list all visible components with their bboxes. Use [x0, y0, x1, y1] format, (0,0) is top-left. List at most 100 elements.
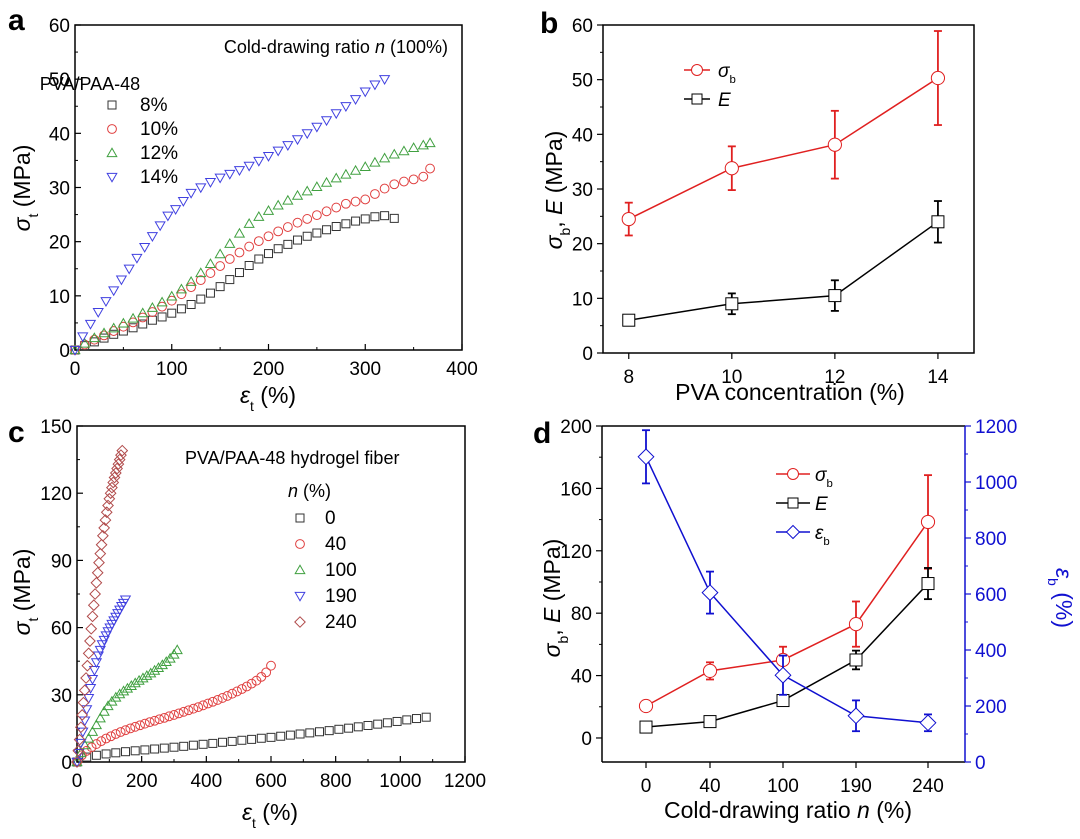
data-point	[295, 729, 305, 739]
panel-a-annotation: Cold-drawing ratio n (100%)	[224, 37, 448, 57]
data-point	[166, 295, 177, 306]
data-point	[167, 308, 177, 318]
data-point	[725, 297, 739, 311]
data-point	[121, 747, 130, 757]
data-point	[146, 301, 159, 312]
data-point	[103, 492, 116, 505]
text-part: σ	[9, 620, 35, 635]
data-point	[188, 703, 199, 714]
series-line	[628, 77, 939, 220]
data-point	[71, 757, 83, 768]
data-point	[214, 248, 226, 259]
data-point	[263, 231, 274, 242]
legend-label: 40	[325, 534, 346, 555]
legend-marker-square	[295, 513, 305, 523]
y-right-axis-title: εb (%)	[1046, 568, 1078, 628]
data-point	[224, 238, 236, 248]
data-point	[177, 196, 190, 207]
data-point	[157, 301, 167, 312]
data-point	[130, 721, 141, 732]
data-point	[76, 709, 89, 721]
legend-marker-triangle-down	[294, 591, 306, 602]
data-point	[186, 300, 196, 309]
data-point	[227, 688, 238, 699]
legend-marker-triangle-up	[294, 564, 306, 575]
data-point	[919, 714, 937, 732]
text-part: (%)	[256, 799, 298, 825]
data-point	[244, 261, 254, 270]
x-axis-title: PVA concentration (%)	[675, 379, 905, 405]
data-point	[108, 322, 120, 333]
x-tick-label: 100	[767, 776, 799, 797]
text-part: σ	[718, 61, 731, 82]
data-point	[930, 70, 946, 86]
data-point	[98, 705, 110, 716]
data-point	[115, 727, 126, 737]
text-part: ε	[815, 523, 824, 544]
data-point	[205, 288, 215, 298]
data-point	[417, 139, 429, 150]
data-point	[119, 595, 132, 606]
data-point	[195, 275, 206, 286]
x-tick-label: 200	[126, 771, 158, 792]
data-point	[130, 746, 140, 756]
data-point	[370, 189, 380, 199]
y-tick-label: 0	[59, 341, 70, 362]
legend-marker-circle	[295, 539, 305, 549]
data-point	[389, 179, 400, 190]
data-point	[254, 254, 264, 264]
y-tick-label: 40	[571, 667, 592, 688]
text-part: E	[815, 494, 828, 515]
data-point	[243, 217, 255, 228]
data-point	[196, 294, 206, 304]
data-point	[86, 725, 99, 736]
data-point	[116, 444, 129, 457]
text-part: (MPa)	[539, 539, 565, 608]
legend-label: σb	[815, 465, 833, 490]
x-tick-label: 14	[927, 367, 949, 388]
data-point	[241, 681, 252, 692]
data-point	[90, 658, 103, 669]
data-point	[77, 696, 90, 709]
data-point	[73, 733, 86, 746]
data-point	[137, 307, 149, 318]
data-point	[388, 148, 400, 159]
data-point	[84, 683, 97, 694]
data-point	[321, 206, 332, 217]
text-part: (MPa)	[541, 131, 567, 200]
data-point	[99, 333, 109, 343]
y-tick-label: 30	[49, 179, 70, 200]
data-point	[146, 232, 159, 243]
data-point	[214, 173, 226, 184]
text-part: b	[1046, 578, 1061, 586]
data-point	[99, 514, 112, 526]
data-point	[266, 732, 276, 742]
data-point	[82, 694, 95, 704]
data-point	[157, 312, 167, 322]
x-axis-title: Cold-drawing ratio n (%)	[664, 797, 912, 823]
data-point	[127, 312, 139, 323]
data-point	[247, 734, 257, 744]
legend-marker-triangle-down	[106, 172, 118, 183]
data-point	[91, 566, 104, 579]
data-point	[243, 161, 255, 172]
data-point	[301, 129, 313, 140]
data-point	[198, 700, 209, 711]
y-right-tick-label: 800	[975, 529, 1007, 550]
data-point	[344, 723, 354, 733]
y-tick-label: 10	[572, 289, 593, 310]
panel-d-letter: d	[533, 417, 551, 450]
data-point	[84, 319, 97, 330]
y-tick-label: 0	[581, 729, 592, 750]
data-point	[86, 742, 97, 753]
series-10%	[70, 163, 435, 355]
data-point	[110, 729, 121, 739]
text-part: Cold-drawing ratio	[664, 797, 857, 823]
data-point	[273, 244, 283, 254]
text-part: σ	[815, 465, 828, 486]
text-part: ,	[541, 215, 567, 228]
data-point	[162, 211, 174, 222]
data-point	[921, 577, 935, 591]
data-point	[402, 715, 412, 725]
